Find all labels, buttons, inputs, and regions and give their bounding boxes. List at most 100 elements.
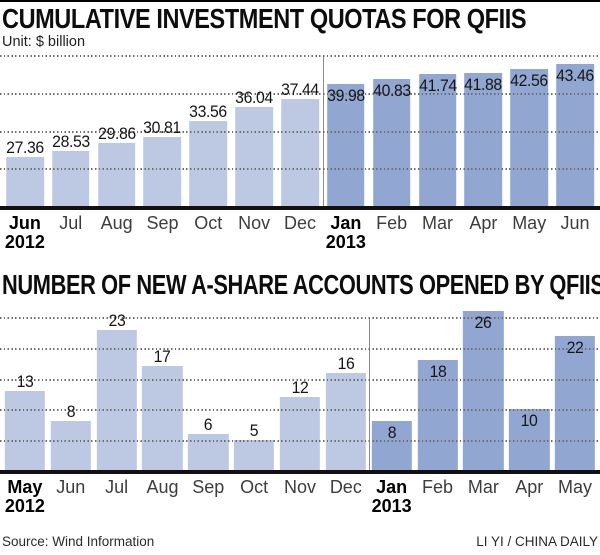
bar-mar [418,73,457,207]
bar-column: 10 [506,317,552,471]
bar-nov [235,107,273,207]
month-column: Jul [48,214,94,252]
bar-jul [96,329,137,471]
bar-column: 16 [323,317,369,471]
bar-oct [233,439,275,471]
accounts-month-axis: May 2012 Jun Jul Aug Sep Oct Nov Dec Jan 2013 Feb Ma… [2,478,598,516]
unit-label: Unit: $ billion [2,34,86,51]
month-label: Oct [240,477,269,498]
value-label: 23 [108,310,126,330]
month-label: Aug [100,213,133,234]
year-divider-line [322,55,325,207]
month-label: Feb [376,213,408,234]
bar-column: 13 [2,317,48,471]
bar-column: 22 [552,317,598,471]
month-column: Oct [185,214,231,252]
quotas-chart-title: CUMULATIVE INVESTMENT QUOTAS FOR QFIIS [2,3,527,34]
value-label: 36.04 [235,88,273,108]
month-column: Apr [506,478,552,516]
bar-column: 37.44 [277,55,323,207]
month-column: Jan 2013 [323,214,369,252]
bar-column: 18 [415,317,461,471]
month-column: Mar [460,478,506,516]
value-label: 10 [520,411,538,431]
bar-column: 5 [231,317,277,471]
month-column: May [552,478,598,516]
bar-sep [188,433,229,471]
bar-column: 28.53 [48,55,94,207]
bar-column: 30.81 [140,55,186,207]
bar-column: 26 [460,311,506,471]
value-label: 27.36 [6,138,44,158]
year-label: 2012 [4,232,45,253]
bar-column: 43.46 [552,55,598,207]
month-label: Jun [560,213,590,234]
bar-jan [327,84,365,207]
bar-nov [279,397,321,471]
value-label: 17 [154,347,171,367]
value-label: 43.46 [556,65,594,85]
bar-column: 23 [94,312,140,471]
bar-column: 17 [140,317,186,471]
value-label: 12 [291,378,309,398]
month-column: Dec [277,214,323,252]
month-column: Jun 2012 [2,214,48,252]
bar-column: 29.86 [94,55,140,207]
month-column: Nov [231,214,277,252]
month-column: Nov [277,478,323,516]
month-label: Feb [422,477,454,498]
month-label: May [7,477,43,498]
month-label: Jan [330,213,362,234]
byline-credit: LI YI / CHINA DAILY [476,534,598,550]
month-label: Jan [376,477,408,498]
month-label: Sep [192,477,225,498]
quotas-bar-chart: 27.36 28.53 29.86 30.81 33.56 36.04 37.44 39.98… [0,55,600,252]
year-label: 2013 [371,496,412,517]
month-label: Apr [515,477,544,498]
source-note: Source: Wind Information [2,534,155,550]
bar-jul [51,150,90,207]
month-column: Feb [415,478,461,516]
year-label: 2012 [4,496,45,517]
year-label: 2013 [325,232,366,253]
month-label: Mar [422,213,454,234]
month-label: Dec [283,213,316,234]
month-column: May [506,214,552,252]
bar-sep [143,137,182,207]
bar-jan [371,421,412,471]
month-label: Dec [329,477,362,498]
bar-apr [464,73,503,207]
bar-jun [6,157,44,207]
bar-feb [372,79,411,207]
bar-dec [281,98,319,207]
month-column: Aug [140,478,186,516]
month-column: Jun [552,214,598,252]
month-label: Nov [238,213,271,234]
value-label: 30.81 [143,118,182,138]
month-label: Aug [146,477,179,498]
month-column: Apr [460,214,506,252]
value-label: 41.88 [464,75,503,95]
bar-column: 36.04 [231,55,277,207]
footer: Source: Wind Information LI YI / CHINA D… [2,534,598,549]
month-label: May [558,477,593,498]
month-column: Jan 2013 [369,478,415,516]
bar-feb [417,360,458,471]
bar-column: 6 [185,317,231,471]
bar-column: 33.56 [185,55,231,207]
bar-mar [463,311,504,471]
bar-column: 41.74 [415,55,461,207]
month-column: Sep [185,478,231,516]
month-label: Jul [105,477,129,498]
month-column: Dec [323,478,369,516]
value-label: 40.83 [372,81,411,101]
quotas-x-axis-line [0,206,600,211]
bar-column: 8 [369,317,415,471]
value-label: 8 [387,423,396,443]
value-label: 41.74 [418,75,457,95]
bar-column: 27.36 [2,55,48,207]
month-column: Sep [140,214,186,252]
bar-oct [189,121,228,207]
month-column: May 2012 [2,478,48,516]
